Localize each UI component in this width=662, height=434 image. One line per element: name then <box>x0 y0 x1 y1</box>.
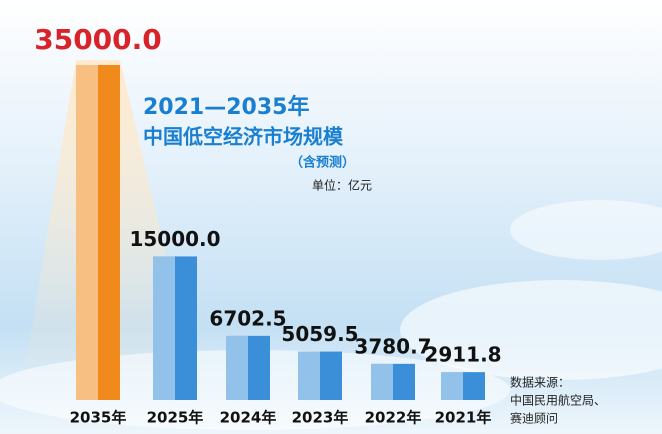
bar <box>226 335 270 400</box>
x-tick-label: 2035年 <box>70 409 127 427</box>
bar-highlight <box>441 372 463 400</box>
bar-highlight <box>76 65 98 400</box>
x-tick-label: 2024年 <box>220 409 277 427</box>
bar <box>153 256 197 400</box>
value-label: 3780.7 <box>354 334 431 358</box>
bar-highlight <box>298 351 320 400</box>
source-text: 中国民用航空局、 <box>510 393 606 408</box>
bar <box>76 65 120 400</box>
value-label: 15000.0 <box>129 227 220 251</box>
chart-subtitle: 中国低空经济市场规模 <box>143 125 344 149</box>
value-label: 5059.5 <box>281 322 358 346</box>
unit-label: 单位：亿元 <box>312 178 372 193</box>
value-label: 35000.0 <box>34 23 162 56</box>
bar-highlight <box>153 256 175 400</box>
chart-title: 2021—2035年 <box>143 94 309 120</box>
cloud <box>400 280 662 380</box>
bar-highlight <box>226 335 248 400</box>
x-tick-label: 2025年 <box>147 409 204 427</box>
source-text: 数据来源： <box>510 375 570 390</box>
bar <box>298 351 342 400</box>
chart-note: （含预测） <box>290 155 355 171</box>
source-text: 赛迪顾问 <box>510 411 558 426</box>
x-tick-label: 2022年 <box>365 409 422 427</box>
value-label: 2911.8 <box>424 343 501 367</box>
bar <box>441 372 485 400</box>
bar-highlight <box>371 363 393 400</box>
value-label: 6702.5 <box>209 306 286 330</box>
x-tick-label: 2023年 <box>292 409 349 427</box>
cloud <box>510 200 662 260</box>
x-tick-label: 2021年 <box>435 409 492 427</box>
bar <box>371 363 415 400</box>
